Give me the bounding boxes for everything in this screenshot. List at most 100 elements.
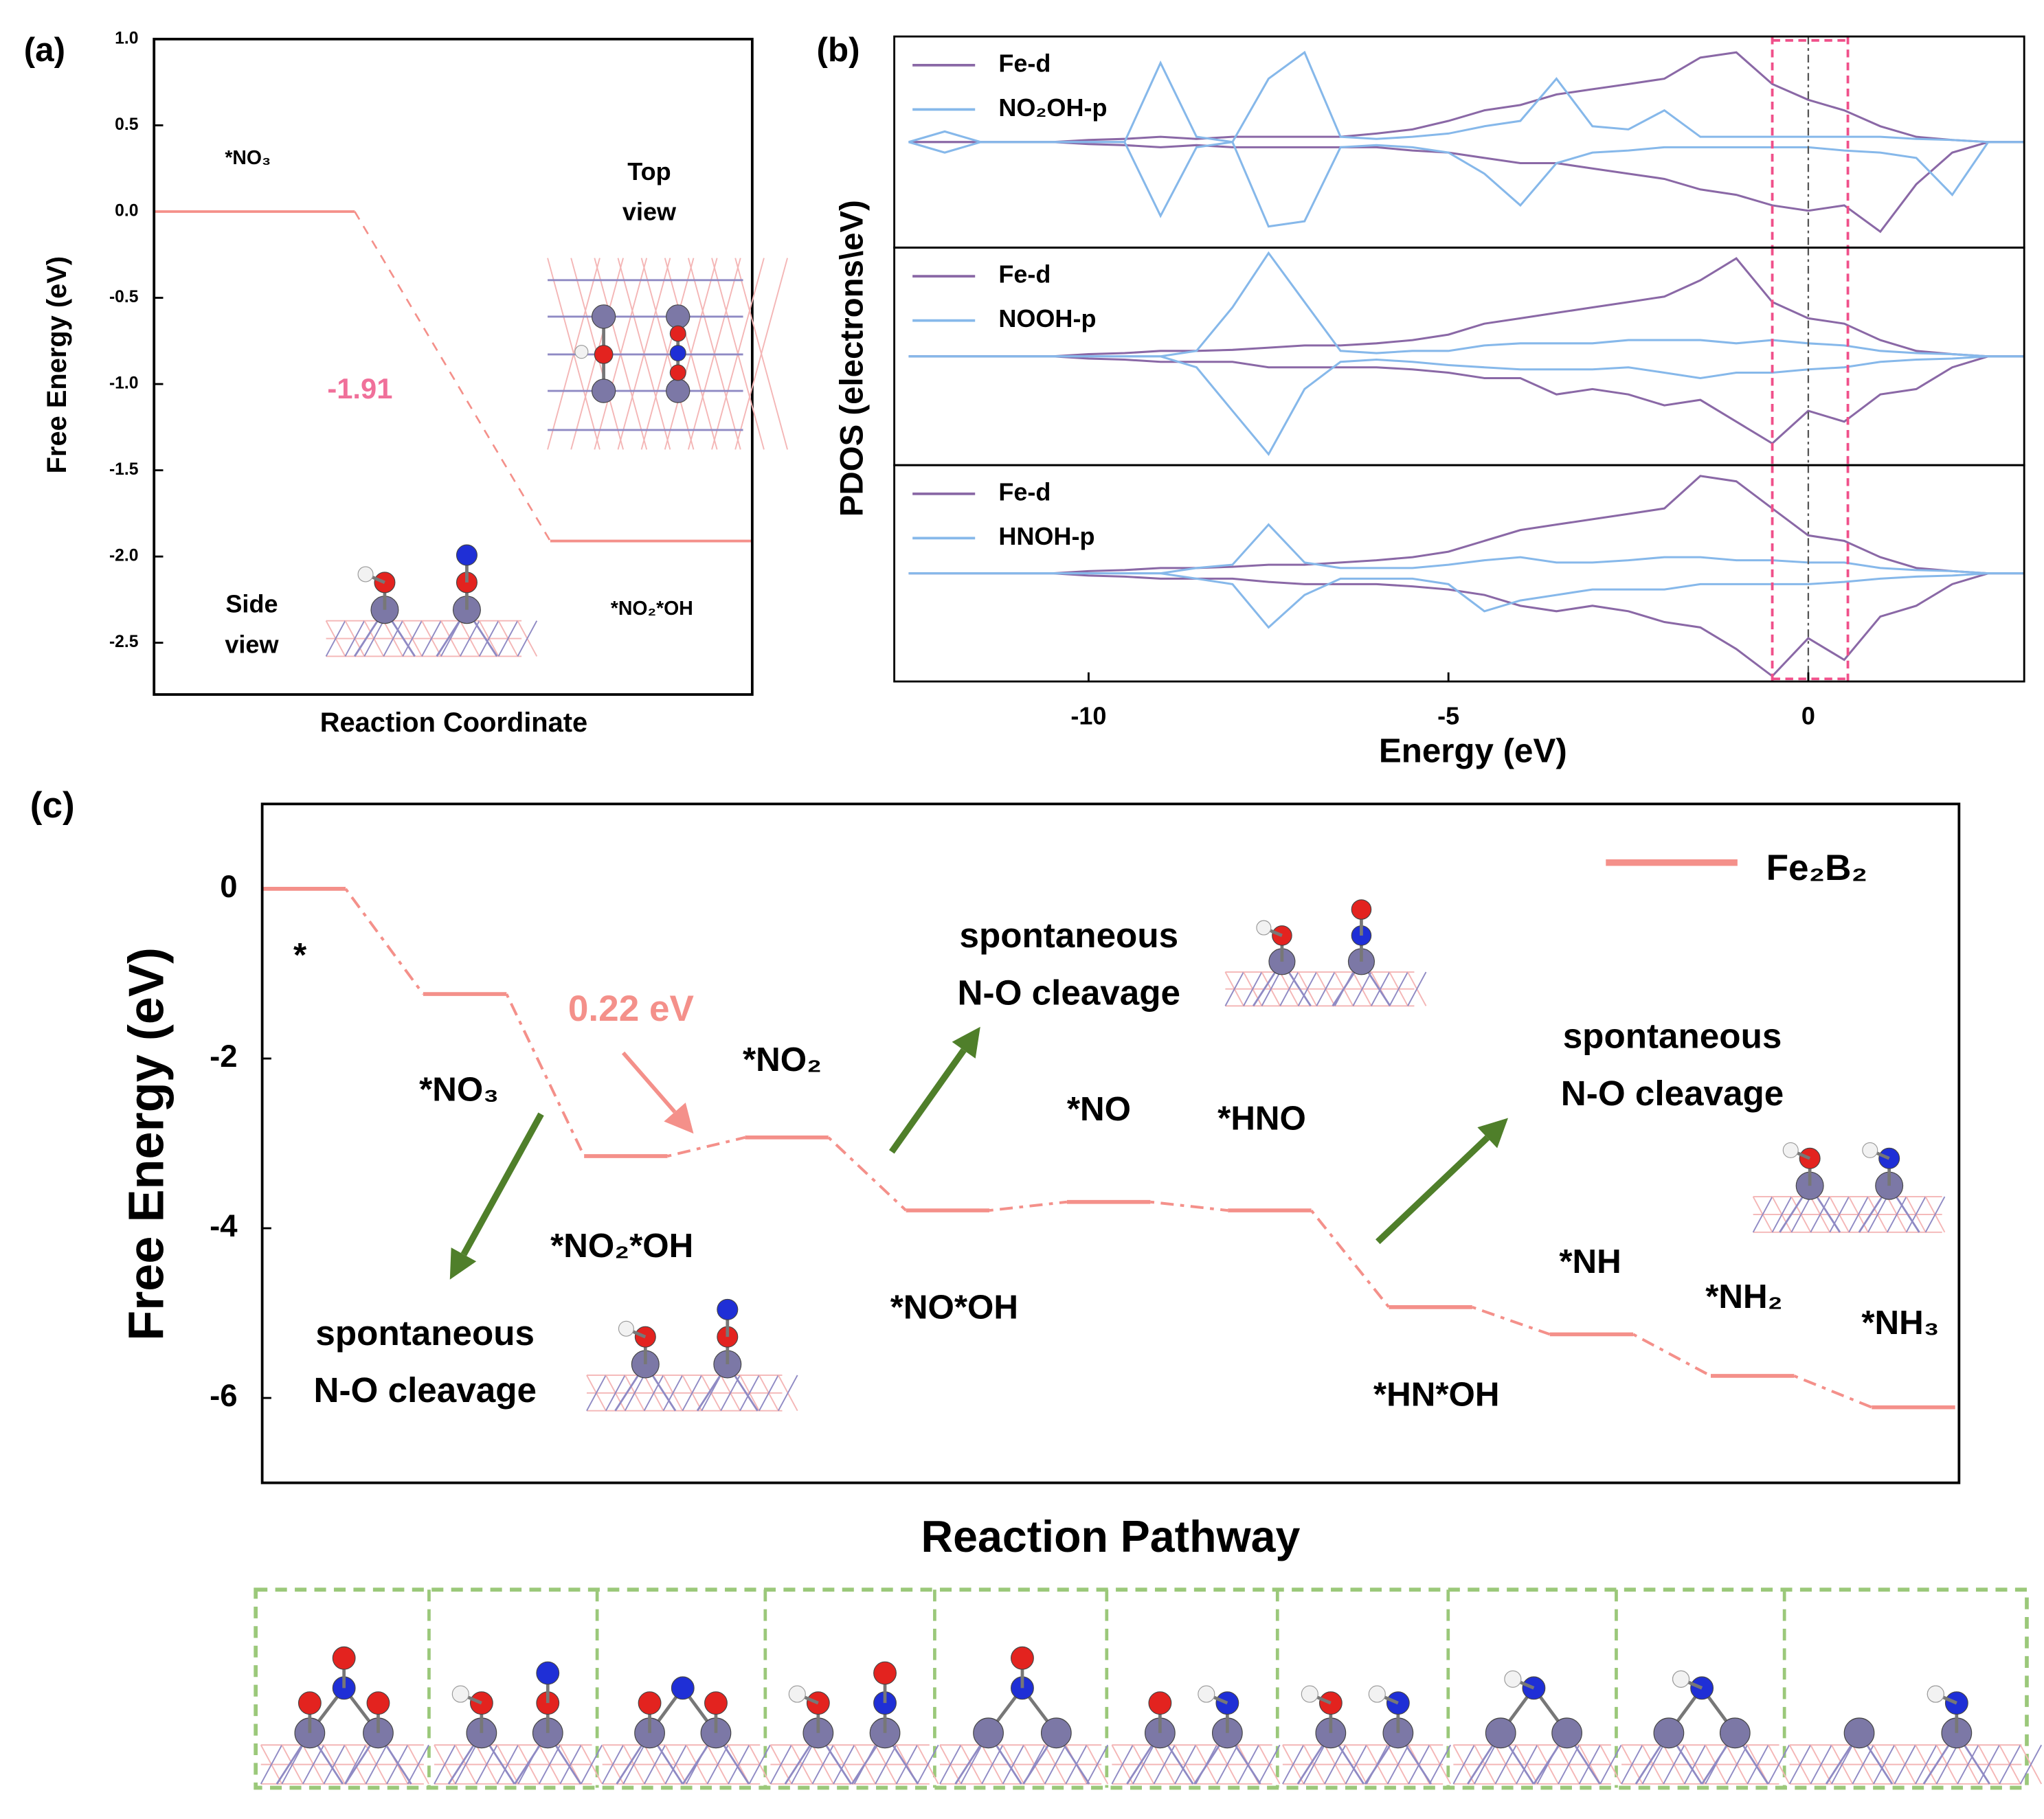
atom bbox=[618, 1320, 634, 1337]
y-tick-label: -4 bbox=[210, 1208, 238, 1243]
atom bbox=[1551, 1717, 1582, 1749]
lattice bbox=[601, 1744, 625, 1785]
lattice bbox=[939, 1744, 962, 1785]
lattice bbox=[734, 258, 788, 450]
lattice bbox=[496, 1744, 519, 1785]
lattice bbox=[1345, 1744, 1367, 1785]
atom bbox=[669, 325, 686, 342]
y-tick-label: -1.0 bbox=[109, 374, 138, 393]
pdos-curve bbox=[908, 51, 2025, 144]
atom bbox=[1011, 1646, 1034, 1670]
lattice bbox=[1621, 1744, 1643, 1785]
lattice bbox=[622, 1744, 645, 1785]
lattice bbox=[1279, 971, 1299, 1006]
level-label: *NO₃ bbox=[225, 147, 271, 169]
lattice bbox=[960, 1744, 982, 1785]
lattice bbox=[1957, 1744, 1979, 1785]
atom bbox=[1301, 1685, 1318, 1703]
arrow bbox=[888, 1048, 967, 1154]
y-tick-label: -2 bbox=[210, 1039, 237, 1074]
lattice bbox=[1867, 1196, 1888, 1233]
note: N-O cleavage bbox=[958, 973, 1180, 1013]
x-axis-label: Energy (eV) bbox=[1379, 732, 1567, 769]
pdos-curve bbox=[908, 572, 2025, 678]
lattice bbox=[895, 1744, 919, 1785]
legend-label: Fe-d bbox=[998, 49, 1051, 77]
connector bbox=[1150, 1200, 1228, 1212]
lattice bbox=[497, 620, 519, 657]
lattice bbox=[1578, 1744, 1601, 1785]
lattice bbox=[748, 1744, 771, 1785]
lattice bbox=[1352, 971, 1372, 1006]
lattice bbox=[559, 1744, 582, 1785]
x-axis-label: Reaction Pathway bbox=[921, 1512, 1301, 1561]
lattice bbox=[682, 1375, 703, 1412]
lattice bbox=[1810, 1196, 1831, 1233]
atom bbox=[1927, 1685, 1944, 1703]
atom bbox=[638, 1691, 662, 1715]
connector bbox=[827, 1136, 908, 1212]
connector bbox=[344, 888, 425, 995]
atom bbox=[1504, 1670, 1522, 1688]
atom bbox=[666, 379, 690, 403]
connector bbox=[989, 1200, 1068, 1212]
y-tick-label: -1.5 bbox=[109, 460, 139, 479]
arrow bbox=[460, 1112, 544, 1256]
x-tick-label: 0 bbox=[1801, 702, 1815, 730]
arrow-head bbox=[952, 1026, 980, 1059]
legend-label: Fe-d bbox=[998, 260, 1051, 289]
plot-frame bbox=[153, 38, 754, 696]
lattice bbox=[1303, 1744, 1325, 1785]
lattice bbox=[1886, 1196, 1907, 1233]
atom bbox=[1040, 1717, 1072, 1749]
x-axis-label: Reaction Coordinate bbox=[320, 708, 587, 738]
plot-frame bbox=[893, 464, 2025, 683]
lattice bbox=[454, 1744, 477, 1785]
atom bbox=[671, 1676, 695, 1700]
level-label: *NO₂ bbox=[743, 1041, 822, 1078]
note: N-O cleavage bbox=[314, 1370, 537, 1410]
plot-frame bbox=[260, 802, 1961, 1484]
pdos-curve bbox=[908, 355, 2025, 445]
atom bbox=[594, 345, 614, 364]
y-tick-label: 0 bbox=[220, 869, 237, 904]
lattice bbox=[1216, 1744, 1239, 1785]
y-axis-label: Free Energy (eV) bbox=[42, 256, 72, 474]
lattice bbox=[1767, 1744, 1790, 1785]
atom bbox=[1782, 1142, 1799, 1158]
lattice bbox=[1258, 1744, 1281, 1785]
y-axis-label: PDOS (electrons\eV) bbox=[833, 200, 870, 517]
lattice bbox=[1002, 1744, 1024, 1785]
panel-label: (c) bbox=[30, 785, 75, 826]
pdos-curve bbox=[908, 257, 2025, 358]
lattice bbox=[1725, 1744, 1749, 1785]
note: spontaneous bbox=[1563, 1016, 1782, 1055]
level-label: *NH₂ bbox=[1705, 1278, 1782, 1315]
lattice bbox=[739, 1375, 760, 1412]
lattice bbox=[759, 1375, 779, 1412]
lattice bbox=[421, 620, 442, 657]
lattice bbox=[1924, 1196, 1946, 1233]
lattice bbox=[1111, 1744, 1134, 1785]
level-label: *NH bbox=[1559, 1243, 1621, 1280]
atom bbox=[873, 1661, 897, 1685]
atom bbox=[717, 1298, 739, 1320]
note: spontaneous bbox=[315, 1313, 535, 1353]
atom bbox=[366, 1691, 390, 1715]
lattice bbox=[402, 620, 423, 657]
lattice bbox=[434, 1744, 456, 1785]
lattice bbox=[586, 1375, 607, 1412]
y-tick-label: -2.0 bbox=[109, 547, 138, 565]
annotation: 0.22 eV bbox=[568, 988, 695, 1029]
legend-label: Fe-d bbox=[998, 477, 1051, 506]
lattice bbox=[281, 1744, 304, 1785]
lattice bbox=[1977, 1744, 2000, 1785]
y-tick-label: -6 bbox=[210, 1378, 237, 1413]
note: N-O cleavage bbox=[1561, 1074, 1784, 1113]
lattice bbox=[1428, 1744, 1452, 1785]
arrow-head bbox=[449, 1247, 477, 1280]
lattice bbox=[643, 1375, 664, 1412]
atom bbox=[1878, 1147, 1900, 1169]
lattice bbox=[580, 1744, 603, 1785]
view-label: Top bbox=[627, 157, 671, 185]
